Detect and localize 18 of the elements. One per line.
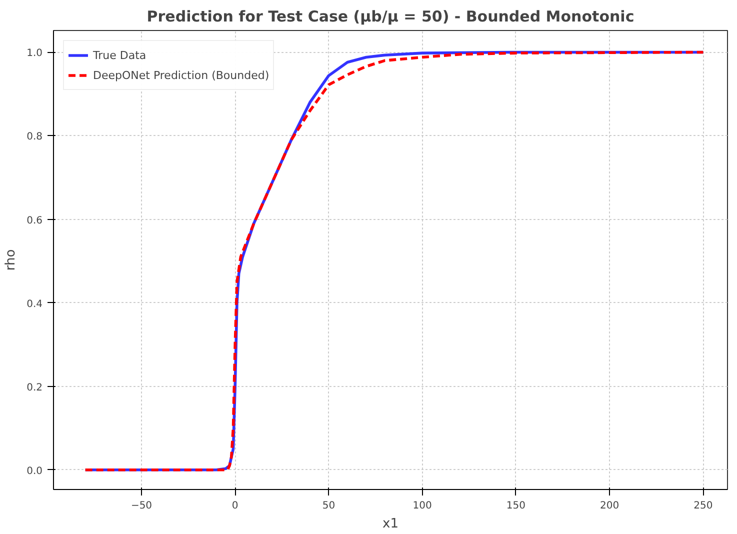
y-tick-label: 0.0: [26, 466, 43, 477]
x-tick-label: 200: [600, 500, 620, 512]
x-tick-label: 100: [412, 500, 432, 512]
chart-title: Prediction for Test Case (μb/μ = 50) - Bounded Monotonic: [146, 8, 634, 26]
y-tick-label: 1.0: [26, 48, 43, 60]
y-axis-title: rho: [4, 249, 19, 271]
y-tick-label: 0.8: [26, 132, 43, 143]
x-tick-label: 0: [232, 500, 238, 512]
x-axis-title: x1: [382, 516, 398, 532]
y-tick-label: 0.6: [26, 215, 43, 226]
x-tick-label: 250: [694, 500, 713, 512]
legend-label: DeepONet Prediction (Bounded): [93, 68, 270, 82]
x-tick-label: 50: [322, 500, 336, 512]
x-tick-label: −50: [130, 500, 152, 512]
x-tick-label: 150: [506, 500, 526, 512]
legend-label: True Data: [93, 48, 146, 62]
y-tick-label: 0.4: [26, 298, 43, 310]
y-tick-label: 0.2: [26, 382, 43, 394]
